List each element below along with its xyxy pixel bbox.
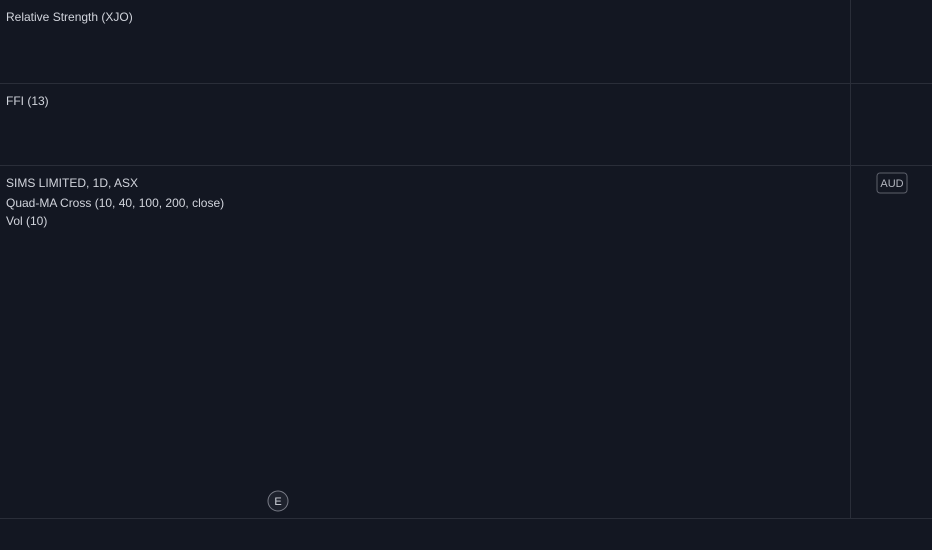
currency-box[interactable]: [876, 172, 908, 194]
labels: Relative Strength (XJO) FFI (13) SIMS LI…: [6, 10, 908, 512]
indicator-title: Quad-MA Cross (10, 40, 100, 200, close): [6, 196, 224, 210]
volume-title: Vol (10): [6, 214, 47, 228]
pane-title: FFI (13): [6, 94, 49, 108]
chart-title: SIMS LIMITED, 1D, ASX: [6, 176, 138, 190]
pane-title: Relative Strength (XJO): [6, 10, 133, 24]
currency[interactable]: AUD: [880, 178, 903, 190]
earnings-label[interactable]: E: [274, 496, 281, 508]
earnings-marker[interactable]: [267, 490, 289, 512]
